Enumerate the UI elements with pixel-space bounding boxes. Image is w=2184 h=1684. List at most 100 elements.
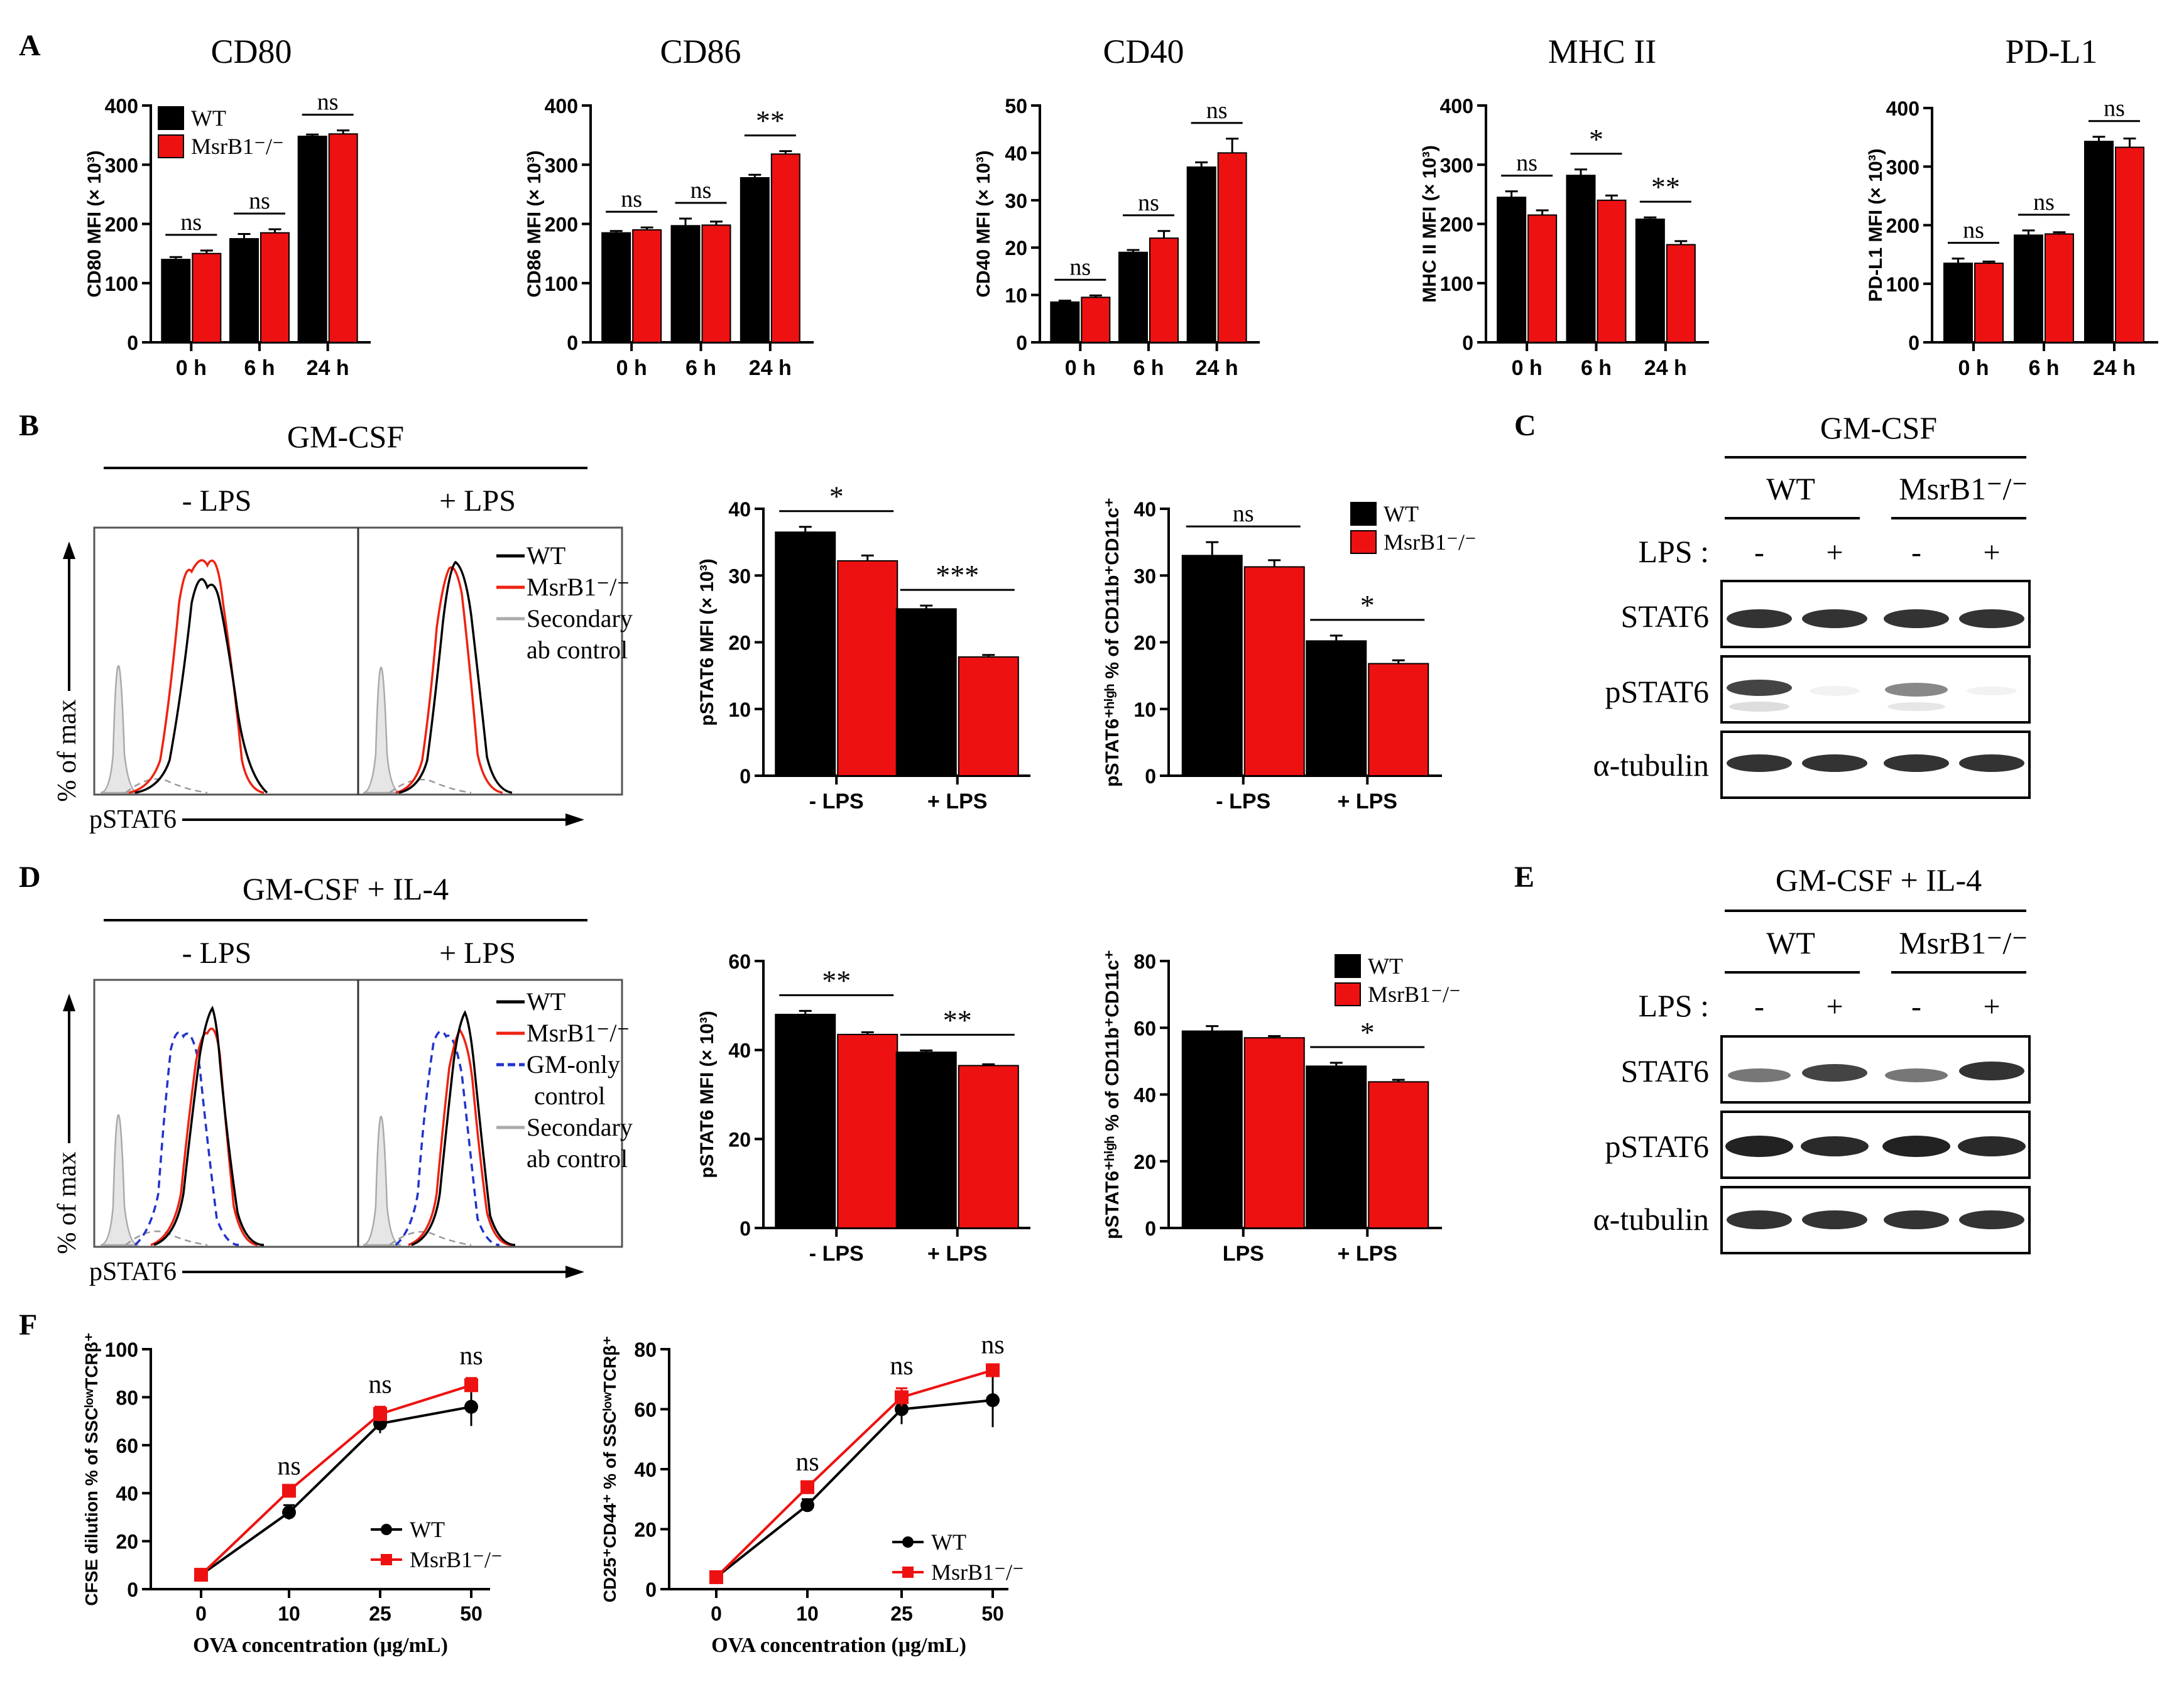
y-tick-label: 20 xyxy=(116,1531,138,1553)
panel-d-minus-wt-hist xyxy=(153,1006,265,1246)
panel-c-sign-1: - xyxy=(1754,536,1764,569)
bar xyxy=(1050,301,1080,343)
bar xyxy=(229,238,259,343)
panel-e-ko-label: MsrB1⁻/⁻ xyxy=(1899,925,2028,960)
panel-c-lps-label: LPS : xyxy=(1638,534,1709,569)
y-tick-label: 20 xyxy=(634,1519,657,1541)
y-tick-label: 0 xyxy=(127,332,138,354)
legend-label: MsrB1⁻/⁻ xyxy=(1368,982,1461,1007)
y-tick-label: 0 xyxy=(740,765,751,788)
y-axis-label: CD86 MFI (× 10³) xyxy=(524,150,545,297)
x-tick-label: + LPS xyxy=(927,790,987,813)
panel-e-wt-label: WT xyxy=(1766,925,1815,960)
bar xyxy=(2115,146,2144,343)
panel-d-legend-gm-control: control xyxy=(534,1082,605,1110)
bar xyxy=(632,229,662,343)
blot-band xyxy=(1727,754,1792,772)
y-axis-label: CFSE dilution % of SSCˡᵒʷTCRβ⁺ xyxy=(82,1332,101,1605)
x-tick-label: + LPS xyxy=(927,1242,987,1266)
y-tick-label: 200 xyxy=(1440,214,1473,236)
bar xyxy=(775,1014,836,1229)
legend-swatch xyxy=(1350,502,1377,526)
blot-band xyxy=(1959,1062,2024,1080)
chart-cd86: CD86 0 100 200 300 400 CD86 MFI (× 10³) 0 h ns 6 … xyxy=(524,33,814,380)
bar xyxy=(1527,214,1558,343)
y-tick-label: 200 xyxy=(1886,215,1919,237)
legend-label: WT xyxy=(1368,953,1403,979)
chart-pdl1: PD-L1 0 100 200 300 400 PD-L1 MFI (× 10³) 0 h ns… xyxy=(1865,33,2158,380)
data-point xyxy=(895,1390,909,1404)
y-axis-label: CD40 MFI (× 10³) xyxy=(973,150,994,297)
significance-label: ns xyxy=(2104,95,2125,122)
y-axis-label: pSTAT6⁺ʰⁱᵍʰ % of CD11b⁺CD11c⁺ xyxy=(1102,497,1123,787)
bar xyxy=(192,253,222,343)
blot-band xyxy=(1959,1210,2024,1229)
blot-band xyxy=(1802,1064,1867,1082)
significance-label: ns xyxy=(1069,254,1091,280)
bar xyxy=(775,531,836,776)
bar xyxy=(260,232,290,344)
y-tick-label: 40 xyxy=(728,1040,751,1062)
bar xyxy=(1368,663,1429,776)
y-axis-label: pSTAT6 MFI (× 10³) xyxy=(697,558,718,725)
y-tick-label: 300 xyxy=(1440,154,1473,177)
bar xyxy=(837,1033,898,1229)
y-tick-label: 100 xyxy=(105,273,138,295)
x-tick-label: 24 h xyxy=(1644,356,1687,380)
panel-b-legend-ab-control: ab control xyxy=(527,636,628,664)
y-tick-label: 10 xyxy=(1005,285,1027,307)
panel-b-minus-secondary-fill xyxy=(100,665,139,794)
x-tick-label: 6 h xyxy=(685,356,716,380)
y-axis-label: MHC II MFI (× 10³) xyxy=(1419,145,1440,303)
significance-label: ns xyxy=(180,209,202,236)
blot-band xyxy=(1884,754,1949,772)
panel-letter-c: C xyxy=(1514,409,1536,442)
blot-band xyxy=(1887,702,1945,711)
blot-band xyxy=(1802,609,1867,628)
bar xyxy=(1666,244,1696,343)
significance-label: ns xyxy=(277,1452,300,1481)
y-tick-label: 40 xyxy=(1133,498,1156,521)
panel-b-legend-secondary: Secondary xyxy=(527,604,633,633)
blot-band xyxy=(1959,609,2024,628)
blot-band xyxy=(1729,702,1789,712)
x-tick-label: 0 xyxy=(711,1602,722,1625)
blot-band xyxy=(1967,687,2017,695)
y-tick-label: 80 xyxy=(116,1386,138,1409)
panel-e-header: GM-CSF + IL-4 xyxy=(1776,862,1982,898)
significance-label: *** xyxy=(936,559,979,591)
significance-label: * xyxy=(1360,589,1375,621)
y-axis-label: PD-L1 MFI (× 10³) xyxy=(1865,148,1886,301)
chart-d_mfi: 0 20 40 60 pSTAT6 MFI (× 10³) - LPS ** + LPS ** xyxy=(697,950,1030,1266)
y-tick-label: 300 xyxy=(545,154,578,177)
legend-label: WT xyxy=(191,106,226,131)
panel-d-plus-gm-only-hist xyxy=(395,1030,500,1246)
legend-marker xyxy=(381,1524,392,1535)
x-tick-label: 50 xyxy=(460,1602,483,1625)
panel-c-ko-label: MsrB1⁻/⁻ xyxy=(1899,471,2028,506)
x-tick-label: + LPS xyxy=(1338,790,1397,813)
data-point xyxy=(282,1505,296,1519)
blot-band xyxy=(1884,609,1949,628)
bar xyxy=(837,560,898,776)
bar xyxy=(1186,166,1216,343)
chart-title: CD86 xyxy=(660,33,741,70)
blot-band xyxy=(1727,680,1792,696)
bar xyxy=(895,608,957,776)
data-point xyxy=(464,1378,478,1393)
panel-b-plus-label: + LPS xyxy=(439,484,516,518)
panel-d-plus-wt-hist xyxy=(411,1010,516,1246)
bar xyxy=(1181,1030,1243,1229)
panel-d-xaxis-label: pSTAT6 xyxy=(89,1258,177,1286)
panel-e-lps-label: LPS : xyxy=(1638,988,1709,1023)
bar xyxy=(1118,251,1148,343)
bar xyxy=(1243,1037,1305,1229)
panel-d-plus-secondary-fill xyxy=(363,1116,401,1246)
significance-label: ns xyxy=(981,1331,1004,1360)
bar xyxy=(1306,640,1367,776)
panel-d-minus-ko-hist xyxy=(150,1028,258,1246)
bar xyxy=(2084,141,2114,343)
y-tick-label: 40 xyxy=(728,498,751,521)
panel-letter-f: F xyxy=(19,1308,37,1342)
y-tick-label: 100 xyxy=(1440,273,1473,295)
